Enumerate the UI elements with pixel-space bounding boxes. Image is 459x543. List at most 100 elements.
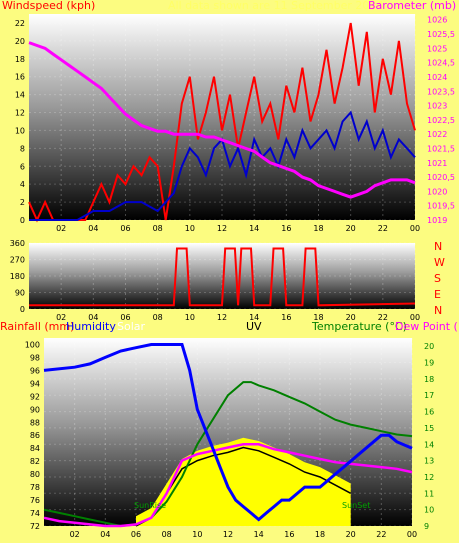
x-tick-label: 00 xyxy=(410,224,420,233)
direction-tick-label: 0 xyxy=(20,305,25,314)
humidity-tick-label: 86 xyxy=(30,431,40,440)
x-tick-label: 12 xyxy=(217,313,227,322)
x-tick-label: 14 xyxy=(254,530,264,539)
humidity-tick-label: 82 xyxy=(30,457,40,466)
windspeed-tick-label: 10 xyxy=(15,126,25,135)
rainfall-axis-title: Rainfall (mm) xyxy=(0,320,74,333)
x-tick-label: 16 xyxy=(281,313,291,322)
humidity-tick-label: 80 xyxy=(30,470,40,479)
wind-gust-series xyxy=(28,22,416,223)
windspeed-tick-label: 16 xyxy=(15,73,25,82)
x-tick-label: 06 xyxy=(131,530,141,539)
x-tick-label: 12 xyxy=(223,530,233,539)
x-tick-label: 22 xyxy=(378,224,388,233)
windspeed-tick-label: 14 xyxy=(15,91,25,100)
temperature-tick-label: 12 xyxy=(424,473,434,482)
x-tick-label: 10 xyxy=(185,313,195,322)
barometer-tick-label: 1024 xyxy=(427,73,447,82)
x-tick-label: 08 xyxy=(153,224,163,233)
x-tick-label: 16 xyxy=(284,530,294,539)
top-panel-ticks: 024681012141618202210191019,510201020,51… xyxy=(15,16,455,233)
x-tick-label: 10 xyxy=(192,530,202,539)
temperature-tick-label: 16 xyxy=(424,408,434,417)
chart-subtitle: All data shown are 11 September 2024 xyxy=(168,0,383,12)
x-tick-label: 02 xyxy=(56,224,66,233)
barometer-tick-label: 1020,5 xyxy=(427,173,455,182)
barometer-series xyxy=(28,41,416,199)
wind-direction-series xyxy=(29,247,416,307)
x-tick-label: 06 xyxy=(120,313,130,322)
barometer-tick-label: 1020 xyxy=(427,187,447,196)
wind-average-series xyxy=(29,110,416,221)
barometer-tick-label: 1025 xyxy=(427,44,447,53)
direction-panel-series xyxy=(29,247,416,307)
x-tick-label: 04 xyxy=(100,530,110,539)
barometer-tick-label: 1019,5 xyxy=(427,202,455,211)
temperature-series xyxy=(43,381,413,528)
barometer-tick-label: 1021,5 xyxy=(427,144,455,153)
x-tick-label: 20 xyxy=(346,224,356,233)
direction-tick-label: 90 xyxy=(15,289,25,298)
sunset-label: SunSet xyxy=(342,501,370,510)
temperature-tick-label: 18 xyxy=(424,375,434,384)
direction-tick-label: 270 xyxy=(10,256,25,265)
humidity-tick-label: 84 xyxy=(30,444,40,453)
direction-tick-label: 180 xyxy=(10,272,25,281)
barometer-tick-label: 1019 xyxy=(427,216,447,225)
windspeed-tick-label: 12 xyxy=(15,109,25,118)
dewpoint-series xyxy=(43,443,413,528)
humidity-tick-label: 72 xyxy=(30,522,40,531)
temperature-tick-label: 19 xyxy=(424,359,434,368)
temperature-tick-label: 14 xyxy=(424,440,434,449)
dewpoint-axis-title: Dew Point (°C xyxy=(395,320,459,333)
x-tick-label: 18 xyxy=(315,530,325,539)
barometer-tick-label: 1021 xyxy=(427,159,447,168)
windspeed-tick-label: 20 xyxy=(15,37,25,46)
x-tick-label: 22 xyxy=(378,313,388,322)
compass-e: E xyxy=(434,288,441,301)
temperature-tick-label: 17 xyxy=(424,391,434,400)
humidity-tick-label: 74 xyxy=(30,509,40,518)
barometer-tick-label: 1022,5 xyxy=(427,116,455,125)
barometer-tick-label: 1023 xyxy=(427,102,447,111)
top-panel-background xyxy=(29,14,415,220)
x-tick-label: 02 xyxy=(56,313,66,322)
barometer-tick-label: 1024,5 xyxy=(427,59,455,68)
barometer-tick-label: 1025,5 xyxy=(427,30,455,39)
uv-label: UV xyxy=(246,320,262,333)
windspeed-axis-title: Windspeed (kph) xyxy=(2,0,95,12)
temperature-tick-label: 13 xyxy=(424,457,434,466)
x-tick-label: 08 xyxy=(162,530,172,539)
humidity-tick-label: 100 xyxy=(25,340,40,349)
temperature-tick-label: 9 xyxy=(424,522,429,531)
x-tick-label: 06 xyxy=(120,224,130,233)
compass-s: S xyxy=(434,272,441,285)
humidity-tick-label: 98 xyxy=(30,353,40,362)
barometer-axis-title: Barometer (mb) xyxy=(368,0,456,12)
barometer-tick-label: 1026 xyxy=(427,16,447,25)
x-tick-label: 00 xyxy=(410,313,420,322)
x-tick-label: 10 xyxy=(185,224,195,233)
solar-label: Solar xyxy=(117,320,146,333)
temperature-tick-label: 15 xyxy=(424,424,434,433)
x-tick-label: 04 xyxy=(88,313,98,322)
windspeed-tick-label: 6 xyxy=(20,162,25,171)
humidity-tick-label: 78 xyxy=(30,483,40,492)
barometer-tick-label: 1023,5 xyxy=(427,87,455,96)
humidity-tick-label: 90 xyxy=(30,405,40,414)
temperature-axis-title: Temperature (°C) xyxy=(311,320,407,333)
humidity-tick-label: 94 xyxy=(30,379,40,388)
x-tick-label: 20 xyxy=(346,530,356,539)
humidity-series xyxy=(43,343,413,522)
humidity-tick-label: 92 xyxy=(30,392,40,401)
windspeed-tick-label: 18 xyxy=(15,55,25,64)
windspeed-tick-label: 8 xyxy=(20,144,25,153)
x-tick-label: 14 xyxy=(249,224,259,233)
compass-w: W xyxy=(434,256,445,269)
x-tick-label: 18 xyxy=(313,224,323,233)
x-tick-label: 22 xyxy=(376,530,386,539)
humidity-tick-label: 88 xyxy=(30,418,40,427)
top-panel-grid xyxy=(29,14,416,221)
